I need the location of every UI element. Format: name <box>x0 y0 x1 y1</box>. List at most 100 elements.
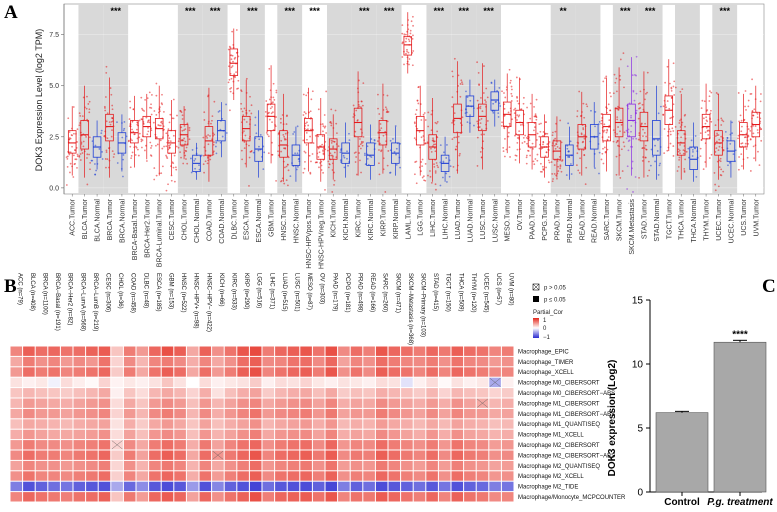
data-point <box>168 121 171 124</box>
data-point <box>82 140 85 143</box>
heatmap-cell <box>249 419 262 429</box>
heatmap-cell <box>23 356 35 367</box>
data-point <box>605 75 608 78</box>
data-point <box>302 93 305 96</box>
data-point <box>86 183 89 186</box>
heatmap-cell <box>86 408 98 419</box>
data-point <box>271 111 274 114</box>
heatmap-cell <box>10 429 23 440</box>
data-point <box>327 160 330 163</box>
data-point <box>401 24 404 27</box>
data-point <box>225 132 228 134</box>
data-point <box>181 118 184 120</box>
heatmap-cell <box>98 367 111 377</box>
data-point <box>598 172 600 175</box>
data-point <box>504 96 507 99</box>
column-label: LUAD (n=515) <box>281 273 287 312</box>
data-point <box>615 77 618 80</box>
x-tick-label: LAML.Tumor <box>405 198 412 239</box>
heatmap-cell <box>300 481 312 492</box>
data-point <box>89 168 91 171</box>
heatmap-cell <box>23 367 35 377</box>
data-point <box>744 105 746 108</box>
heatmap-cell <box>388 492 401 502</box>
heatmap-cell <box>86 346 98 356</box>
data-point <box>109 123 112 126</box>
heatmap-cell <box>464 377 476 388</box>
data-point <box>130 157 133 160</box>
column-label: GBM (n=153) <box>168 273 174 309</box>
data-point <box>604 77 607 80</box>
data-point <box>508 146 511 149</box>
data-point <box>131 151 134 154</box>
data-point <box>129 106 132 109</box>
heatmap-cell <box>23 440 35 450</box>
data-point <box>514 159 517 161</box>
heatmap-cell <box>375 398 388 408</box>
data-point <box>395 147 398 150</box>
data-point <box>280 139 283 142</box>
heatmap-cell <box>363 419 375 429</box>
data-point <box>88 108 91 111</box>
data-point <box>434 143 437 146</box>
data-point <box>408 58 411 60</box>
data-point <box>479 122 482 125</box>
data-point <box>111 117 114 120</box>
x-tick-label: PAAD.Tumor <box>530 198 537 239</box>
data-point <box>355 109 358 112</box>
data-point <box>271 121 273 124</box>
row-label: Macrophage_TIMER <box>518 360 574 366</box>
heatmap-cell <box>489 388 501 398</box>
heatmap-cell <box>350 377 363 388</box>
data-point <box>213 133 216 136</box>
shaded-group-4 <box>240 4 265 194</box>
heatmap-cell <box>48 460 60 471</box>
data-point <box>732 153 735 156</box>
heatmap-cell <box>476 377 489 388</box>
data-point <box>399 142 402 145</box>
x-tick-label: HNSC-HPVpos.Tumor <box>306 198 313 268</box>
data-point <box>551 131 554 134</box>
heatmap-cell <box>60 346 73 356</box>
x-tick-label: CHOL.Tumor <box>182 198 189 240</box>
column-label: BRCA (n=1100) <box>42 273 48 315</box>
x-tick-label: PRAD.Normal <box>567 199 574 243</box>
data-point <box>254 124 257 127</box>
shaded-group-14 <box>612 4 638 194</box>
data-point <box>678 149 681 152</box>
box-STAD.Normal <box>652 120 661 156</box>
heatmap-cell <box>451 377 464 388</box>
x-tick-label: UCS.Tumor <box>741 198 748 235</box>
heatmap-cell <box>149 356 161 367</box>
data-point <box>747 99 750 102</box>
data-point <box>377 107 379 110</box>
data-point <box>364 152 366 155</box>
heatmap-cell <box>287 440 300 450</box>
heatmap-cell <box>501 471 514 481</box>
data-point <box>582 127 585 129</box>
heatmap-cell <box>224 346 237 356</box>
data-point <box>753 108 756 111</box>
data-point <box>430 113 433 116</box>
data-point <box>105 120 108 123</box>
data-point <box>355 173 358 176</box>
heatmap-cell <box>300 460 312 471</box>
data-point <box>308 154 311 157</box>
data-point <box>551 173 554 175</box>
data-point <box>317 135 320 138</box>
data-point <box>620 123 623 126</box>
heatmap-cell <box>224 481 237 492</box>
data-point <box>267 135 270 138</box>
heatmap-cell <box>23 377 35 388</box>
heatmap-cell <box>35 450 48 460</box>
heatmap-cell <box>249 481 262 492</box>
data-point <box>303 150 306 153</box>
heatmap-cell <box>363 388 375 398</box>
data-point <box>646 71 649 74</box>
data-point <box>285 123 288 125</box>
data-point <box>88 136 91 139</box>
data-point <box>209 135 211 137</box>
data-point <box>182 162 185 165</box>
data-point <box>622 52 625 55</box>
data-point <box>541 165 544 168</box>
